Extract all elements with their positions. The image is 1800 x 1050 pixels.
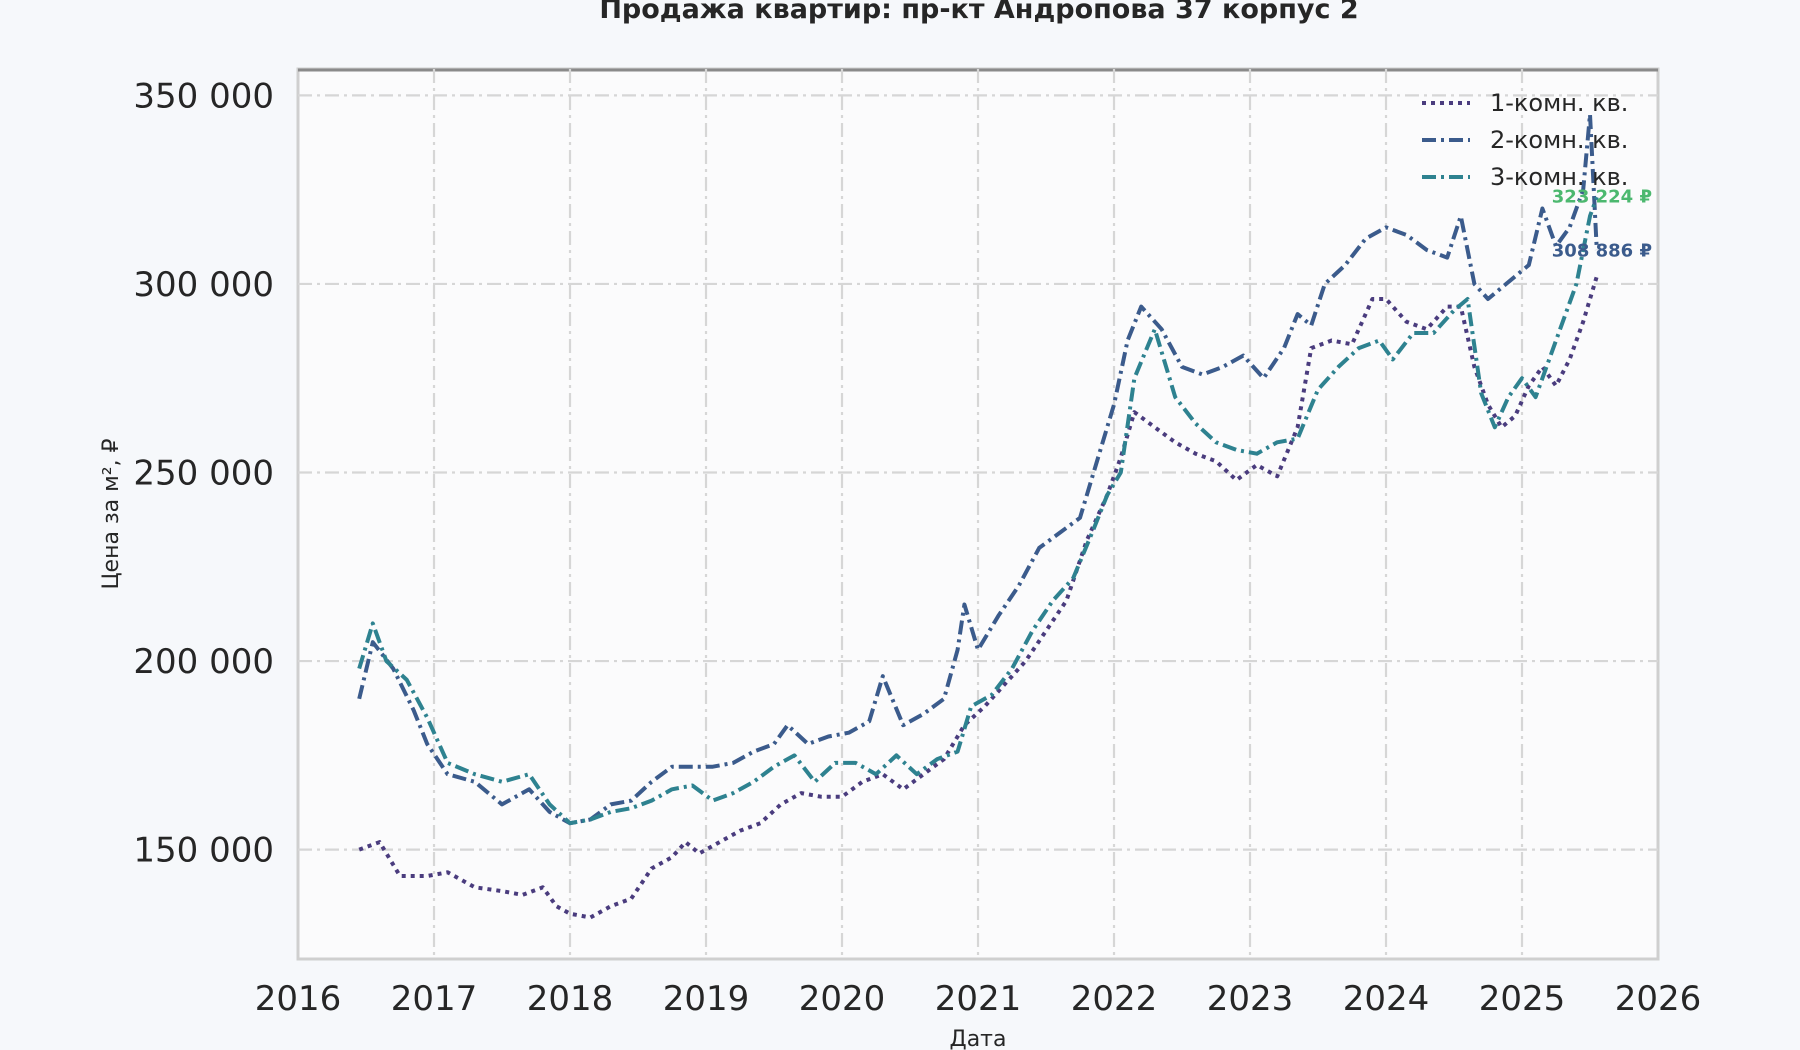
x-tick-label-2024: 2024 [1343, 979, 1430, 1019]
x-tick-label-2018: 2018 [527, 979, 614, 1019]
x-tick-label-2022: 2022 [1071, 979, 1158, 1019]
x-axis-title: Дата [950, 1027, 1007, 1050]
y-tick-label-250000: 250 000 [133, 454, 274, 494]
tick-labels: 2016 2017 2018 2019 2020 2021 2022 2023 2024 2025… [133, 76, 1701, 1019]
end-value-label-1: 323 224 ₽ [1552, 186, 1652, 207]
x-tick-label-2026: 2026 [1615, 979, 1702, 1019]
legend-label-2room: 2-комн. кв. [1490, 126, 1628, 154]
legend: 1-комн. кв. 2-комн. кв. 3-комн. кв. [1422, 89, 1628, 191]
y-tick-label-300000: 300 000 [133, 265, 274, 305]
end-value-label-2: 308 886 ₽ [1552, 240, 1652, 261]
gridlines [298, 69, 1658, 959]
x-tick-label-2019: 2019 [663, 979, 750, 1019]
x-tick-label-2025: 2025 [1479, 979, 1566, 1019]
end-labels: 323 224 ₽ 308 886 ₽ [1552, 186, 1652, 261]
x-tick-label-2016: 2016 [255, 979, 342, 1019]
y-axis-title: Цена за м², ₽ [99, 438, 124, 589]
chart-title: Продажа квартир: пр-кт Андропова 37 корп… [599, 0, 1358, 25]
x-tick-label-2020: 2020 [799, 979, 886, 1019]
series-line-2 [357, 112, 1599, 826]
legend-label-1room: 1-комн. кв. [1490, 89, 1628, 117]
legend-label-3room: 3-комн. кв. [1490, 163, 1628, 191]
x-tick-label-2017: 2017 [391, 979, 478, 1019]
y-tick-label-350000: 350 000 [133, 76, 274, 116]
series-line-3 [357, 196, 1599, 826]
y-tick-label-200000: 200 000 [133, 642, 274, 682]
x-tick-label-2021: 2021 [935, 979, 1022, 1019]
series-lines [357, 112, 1599, 920]
x-tick-label-2023: 2023 [1207, 979, 1294, 1019]
y-tick-label-150000: 150 000 [133, 831, 274, 871]
